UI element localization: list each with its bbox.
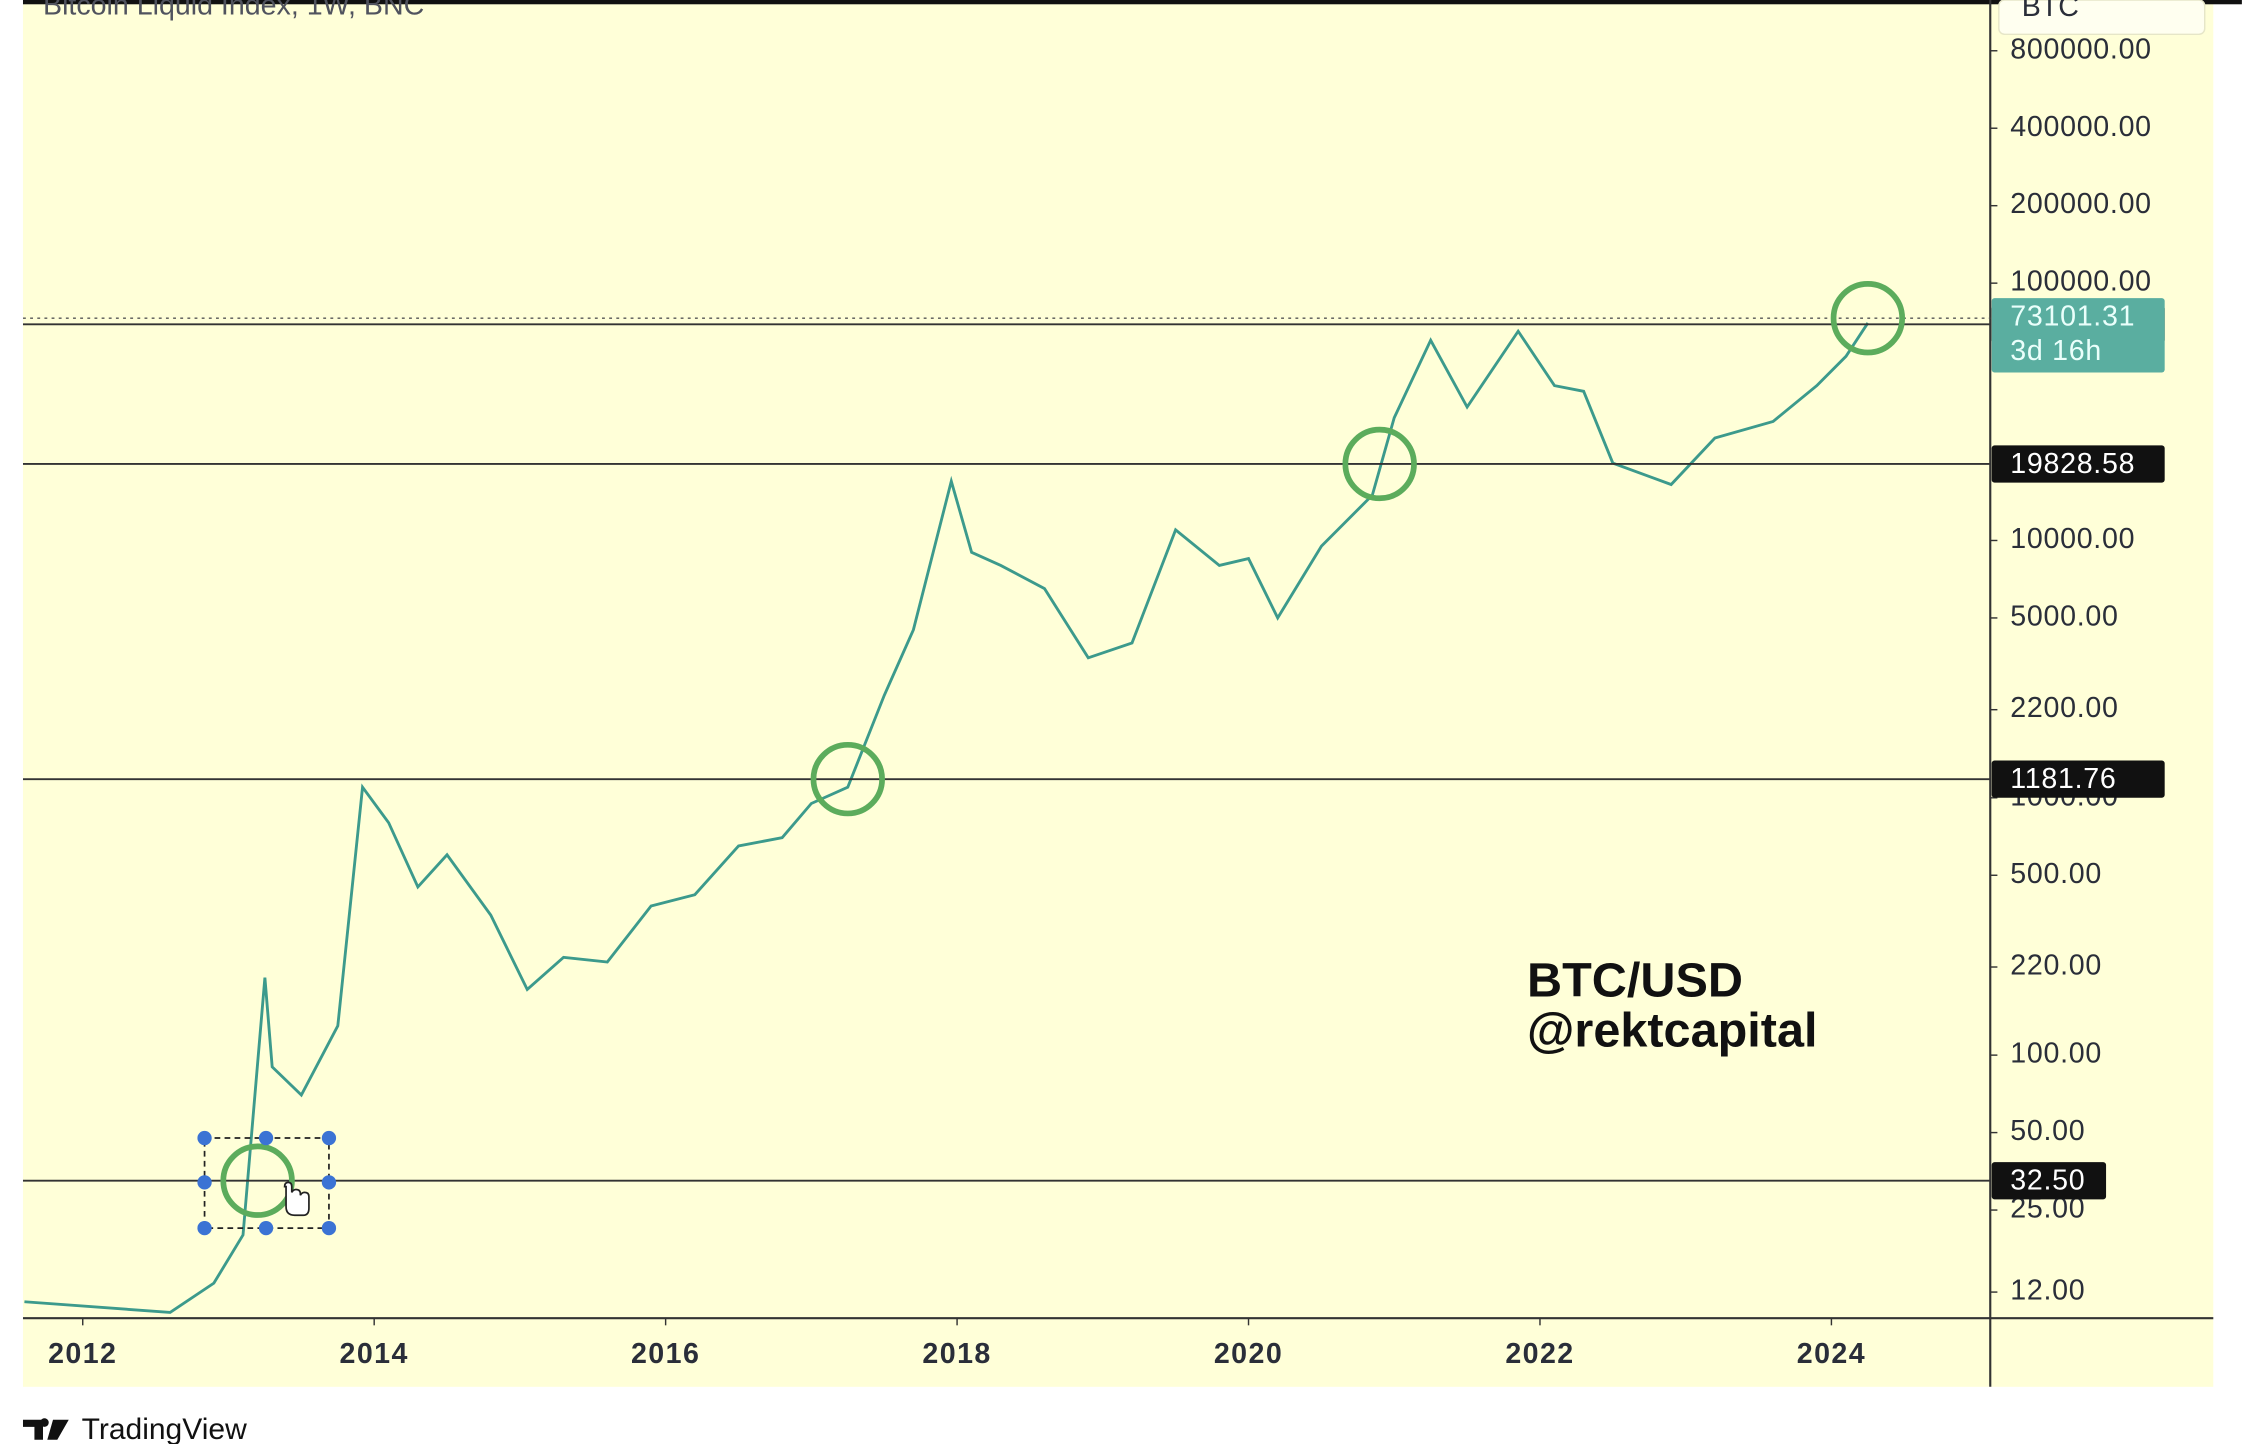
y-tick-label: 10000.00 xyxy=(2010,523,2135,555)
breakout-circle xyxy=(810,741,885,817)
y-tick-label: 800000.00 xyxy=(2010,33,2152,65)
last-price-label: 73101.31 xyxy=(2010,301,2135,333)
chart-title: Bitcoin Liquid Index, 1W, BNC xyxy=(43,0,424,22)
x-tick-label: 2016 xyxy=(631,1338,700,1370)
breakout-circle xyxy=(1830,280,1906,356)
x-tick-label: 2022 xyxy=(1505,1338,1574,1370)
price-line xyxy=(24,322,1870,1314)
countdown: 3d 16h xyxy=(2010,335,2102,367)
last-price-box xyxy=(1991,298,2165,373)
y-tick-label: 100000.00 xyxy=(2010,266,2152,298)
y-tick-label: 50.00 xyxy=(2010,1115,2085,1147)
branding: TradingView xyxy=(82,1413,247,1444)
selection-box[interactable] xyxy=(197,1130,337,1236)
y-tick-label: 220.00 xyxy=(2010,950,2102,982)
chart-panel xyxy=(22,0,2214,1387)
symbol-box[interactable] xyxy=(1998,0,2206,36)
x-tick-label: 2020 xyxy=(1214,1338,1283,1370)
symbol: BTC xyxy=(2022,0,2079,23)
x-tick-label: 2014 xyxy=(340,1338,409,1370)
y-tick-label: 500.00 xyxy=(2010,858,2102,890)
level-label: 19828.58 xyxy=(2010,448,2135,480)
watermark: BTC/USD xyxy=(1527,953,1743,1007)
y-tick-label: 100.00 xyxy=(2010,1038,2102,1070)
breakout-circle xyxy=(220,1143,295,1218)
y-tick-label: 400000.00 xyxy=(2010,111,2152,143)
marks: 800000.00 400000.00 200000.00 100000.00 1000… xyxy=(22,33,2165,1370)
level-label-box xyxy=(1991,445,2165,483)
level-label: 1181.76 xyxy=(2010,763,2116,795)
level-label-box xyxy=(1991,1162,2107,1200)
y-tick-label: 12.00 xyxy=(2010,1275,2085,1307)
x-tick-label: 2024 xyxy=(1797,1338,1866,1370)
watermark: @rektcapital xyxy=(1527,1004,1817,1058)
breakout-circle xyxy=(1342,426,1417,502)
top-bar xyxy=(22,0,2242,5)
tradingview-logo: TradingView xyxy=(22,1413,247,1444)
x-tick-label: 2018 xyxy=(922,1338,991,1370)
level-label: 32.50 xyxy=(2010,1165,2085,1197)
level-label-box xyxy=(1991,760,2165,798)
x-tick-label: 2012 xyxy=(48,1338,117,1370)
y-tick-label: 5000.00 xyxy=(2010,600,2118,632)
y-tick-label: 2200.00 xyxy=(2010,692,2118,724)
y-tick-label: 200000.00 xyxy=(2010,188,2152,220)
